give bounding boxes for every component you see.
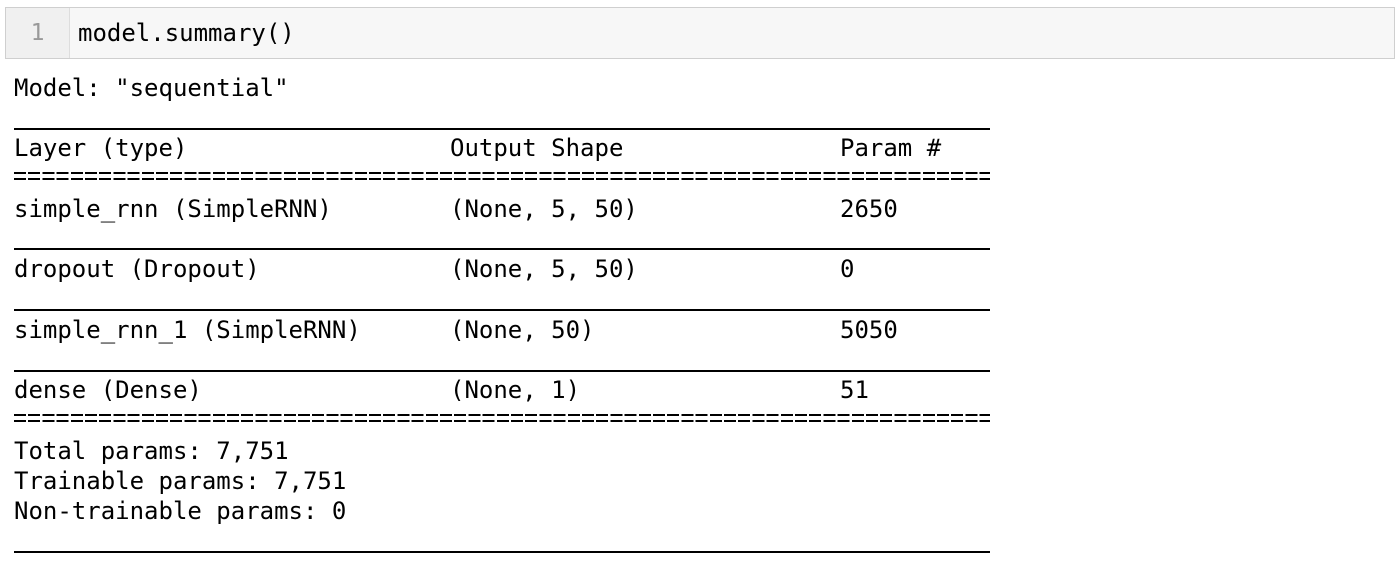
trainable-params: Trainable params: 7,751 bbox=[14, 467, 347, 495]
header-params: Param # bbox=[840, 134, 942, 162]
row-params: 0 bbox=[840, 255, 855, 283]
row-params: 51 bbox=[840, 376, 869, 404]
row-layer: simple_rnn_1 (SimpleRNN) bbox=[14, 316, 361, 344]
code-input[interactable]: model.summary() bbox=[78, 19, 295, 47]
header-layer: Layer (type) bbox=[14, 134, 188, 162]
bottom-rule bbox=[14, 551, 990, 553]
row-layer: simple_rnn (SimpleRNN) bbox=[14, 195, 332, 223]
table-row: dense (Dense) (None, 1) 51 bbox=[14, 375, 869, 405]
header-double-rule bbox=[14, 172, 990, 181]
row-params: 2650 bbox=[840, 195, 898, 223]
table-row: simple_rnn (SimpleRNN) (None, 5, 50) 265… bbox=[14, 194, 898, 224]
row-separator bbox=[14, 370, 990, 372]
model-name-line: Model: "sequential" bbox=[14, 74, 289, 102]
table-row: dropout (Dropout) (None, 5, 50) 0 bbox=[14, 254, 854, 284]
row-output-shape: (None, 5, 50) bbox=[450, 195, 638, 223]
row-output-shape: (None, 1) bbox=[450, 376, 581, 404]
row-separator bbox=[14, 248, 990, 250]
code-cell[interactable]: 1 model.summary() bbox=[5, 7, 1395, 59]
row-separator bbox=[14, 309, 990, 311]
total-params: Total params: 7,751 bbox=[14, 437, 289, 465]
row-output-shape: (None, 50) bbox=[450, 316, 595, 344]
header-output-shape: Output Shape bbox=[450, 134, 624, 162]
line-number: 1 bbox=[6, 8, 70, 58]
row-layer: dropout (Dropout) bbox=[14, 255, 260, 283]
row-layer: dense (Dense) bbox=[14, 376, 202, 404]
header-row: Layer (type) Output Shape Param # bbox=[14, 133, 941, 163]
non-trainable-params: Non-trainable params: 0 bbox=[14, 497, 347, 525]
table-row: simple_rnn_1 (SimpleRNN) (None, 50) 5050 bbox=[14, 315, 898, 345]
row-output-shape: (None, 5, 50) bbox=[450, 255, 638, 283]
row-params: 5050 bbox=[840, 316, 898, 344]
top-rule bbox=[14, 128, 990, 130]
footer-double-rule bbox=[14, 414, 990, 423]
